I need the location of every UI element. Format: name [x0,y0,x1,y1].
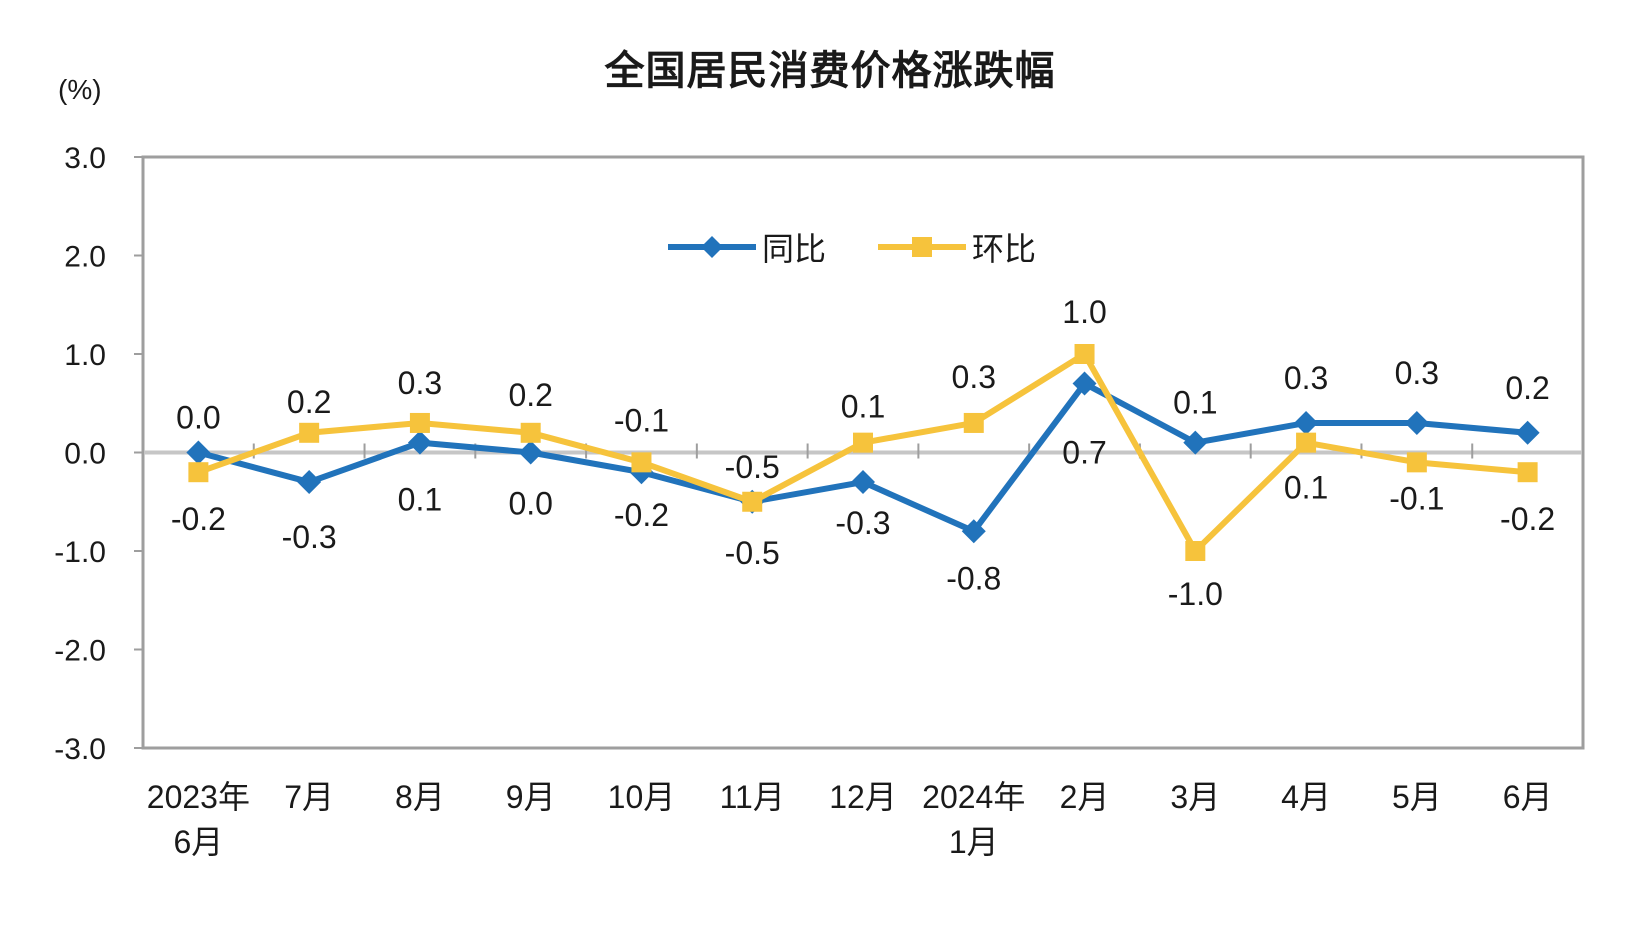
diamond-marker [961,519,986,544]
data-labels-mom: -0.2 0.2 0.3 0.2 -0.1 -0.5 0.1 0.3 1.0 -1.0 0.1 -0.… [171,294,1555,612]
square-marker [1296,432,1317,453]
data-label: 0.3 [398,365,442,401]
series-mom [188,344,1538,561]
legend-item-yoy: 同比 [668,224,826,270]
diamond-marker [1294,410,1319,435]
data-label: 0.3 [1395,355,1439,391]
square-marker [963,412,984,433]
data-label: 0.7 [1062,435,1106,471]
data-label: 0.1 [398,482,442,518]
square-marker [188,462,209,483]
x-tick-label: 7月 [284,779,334,815]
data-label: 0.2 [508,377,552,413]
y-tick-label: -2.0 [54,635,106,668]
square-marker [742,491,763,512]
legend-item-mom: 环比 [878,224,1036,270]
data-label: -0.1 [614,402,669,438]
y-tick-label: -1.0 [54,536,106,569]
y-tick-label: 0.0 [64,438,106,471]
diamond-marker [1515,420,1540,445]
diamond-marker [1183,430,1208,455]
y-tick-label: 2.0 [64,241,106,274]
data-label: 0.1 [1173,385,1217,421]
square-marker [1185,541,1206,561]
data-labels-yoy: 0.0 -0.3 0.1 0.0 -0.2 -0.5 -0.3 -0.8 0.7 0.1 0.3 0.… [176,355,1550,596]
data-label: -0.5 [725,535,780,571]
y-tick-label: 1.0 [64,339,106,372]
data-label: -0.2 [614,497,669,533]
data-label: -0.3 [835,505,890,541]
data-label: 0.1 [841,389,885,425]
y-tick-label: -3.0 [54,733,106,766]
mom-line-marker-icon [878,237,967,257]
y-tick-label: 3.0 [64,142,106,175]
y-axis-unit-label: (%) [58,74,102,105]
square-marker [409,412,430,433]
x-tick-label: 10月 [608,779,676,815]
x-tick-label: 6月 [1503,779,1553,815]
x-tick-label: 3月 [1170,779,1220,815]
x-tick-label: 11月 [720,779,785,815]
diamond-marker [851,470,875,495]
x-tick-label: 5月 [1392,779,1442,815]
x-tick-label: 2024年 1月 [922,779,1025,860]
data-label: 0.0 [508,486,552,522]
data-label: 0.2 [1505,370,1549,406]
data-label: -1.0 [1168,576,1223,612]
diamond-marker [518,440,543,465]
square-marker [1517,462,1538,483]
data-label: 0.1 [1284,470,1328,506]
x-tick-label: 4月 [1281,779,1331,815]
square-marker [299,422,320,443]
data-label: 0.3 [952,359,996,395]
chart-title: 全国居民消费价格涨跌幅 [604,49,1056,93]
data-label: -0.3 [282,519,337,555]
data-label: 0.2 [287,384,331,420]
data-label: -0.2 [171,501,226,537]
square-marker [520,422,541,443]
data-label: -0.1 [1389,480,1444,516]
diamond-marker [1404,410,1429,435]
x-tick-label: 2月 [1060,779,1110,815]
diamond-marker [407,430,432,455]
legend: 同比 环比 [668,224,1036,270]
x-tick-label: 12月 [829,779,897,815]
square-marker [631,452,652,473]
square-marker [853,432,873,453]
x-tick-label: 8月 [395,779,445,815]
legend-label-mom: 环比 [972,231,1037,267]
square-marker [1406,452,1427,473]
data-label: -0.8 [946,560,1001,596]
data-label: -0.2 [1500,501,1555,537]
axes: 3.0 2.0 1.0 0.0 -1.0 -2.0 -3.0 [54,142,1585,766]
x-tick-label: 9月 [506,779,556,815]
x-axis-labels: 2023年 6月 7月 8月 9月 10月 11月 12月 2024年 1月 2月 3月 4月 5月 6月 [147,779,1553,860]
yoy-line-marker-icon [668,236,756,258]
data-label: 0.0 [176,400,220,436]
diamond-marker [297,470,322,495]
legend-label-yoy: 同比 [762,231,827,267]
data-label: 1.0 [1062,294,1106,330]
square-marker [1074,344,1095,364]
diamond-marker [186,440,211,465]
data-label: 0.3 [1284,360,1328,396]
x-tick-label: 2023年 6月 [147,779,250,860]
data-label: -0.5 [725,449,780,485]
diamond-marker [1072,371,1097,396]
